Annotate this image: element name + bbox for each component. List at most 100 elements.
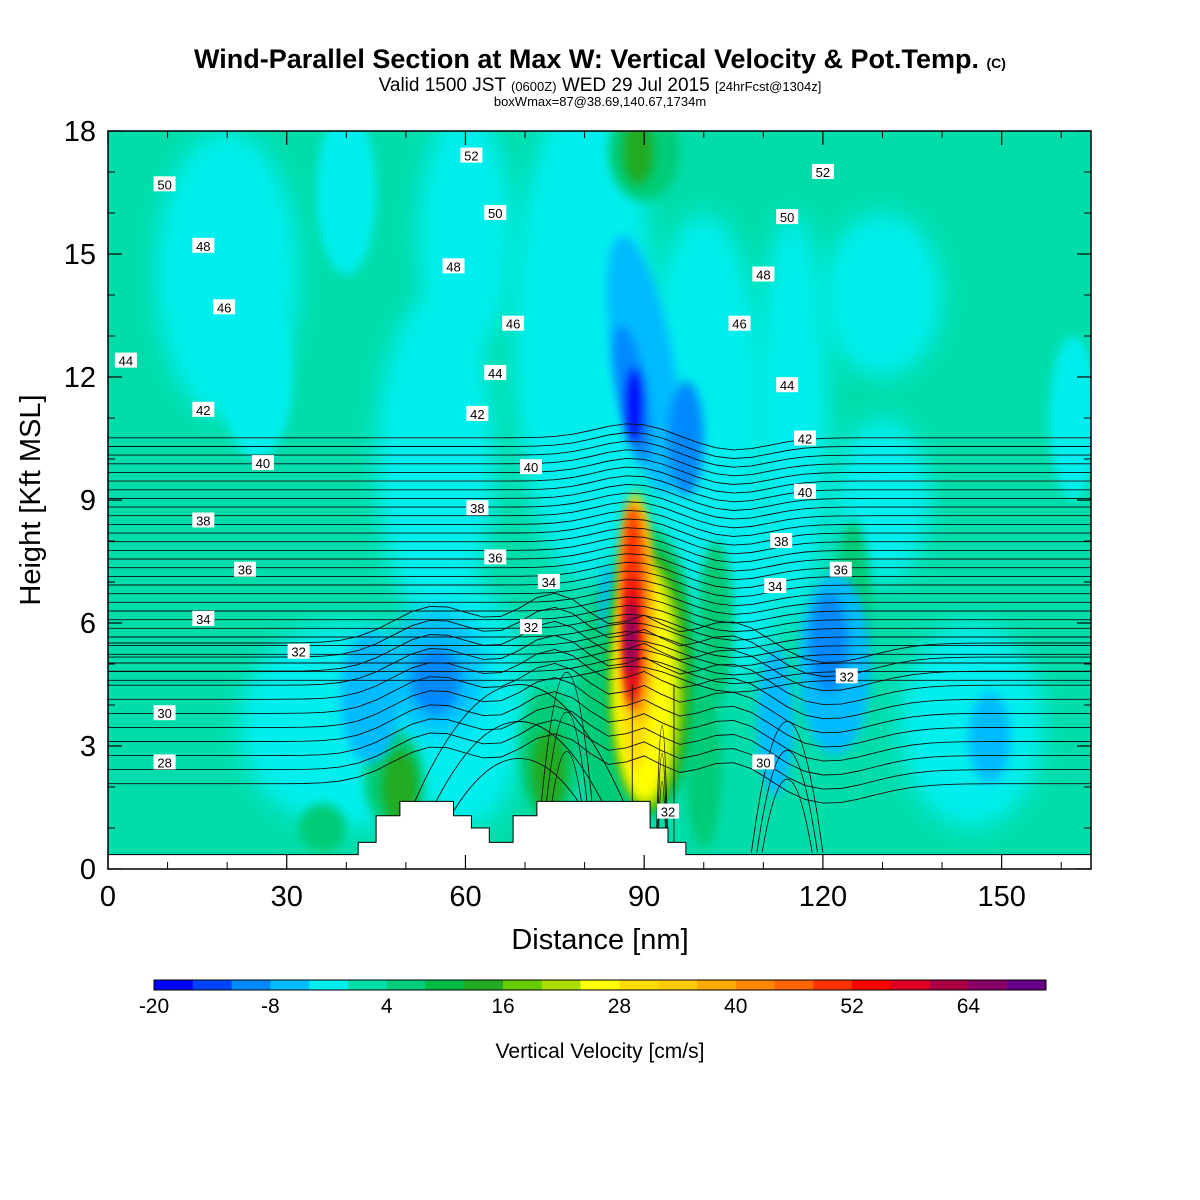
- theta-label-text: 32: [661, 805, 675, 820]
- theta-label-box: [537, 574, 560, 589]
- y-tick-label: 3: [80, 731, 96, 763]
- theta-label-box: [442, 258, 465, 274]
- colorbar-frame: [153, 979, 1047, 991]
- theta-label-text: 32: [291, 645, 305, 660]
- theta-label: 50: [484, 205, 507, 221]
- theta-label-text: 46: [732, 317, 746, 332]
- isentrope-arc: [655, 725, 669, 853]
- isentrope-line: [108, 527, 1091, 555]
- theta-label-text: 32: [524, 620, 538, 635]
- colorbar-swatch: [735, 980, 776, 990]
- theta-label-box: [794, 483, 817, 499]
- isentrope-arc: [657, 780, 667, 853]
- isentrope-line: [108, 705, 1091, 776]
- theta-label: 44: [484, 364, 507, 381]
- isentrope-line: [108, 649, 1091, 720]
- theta-label: 48: [442, 258, 465, 274]
- colorbar-swatch: [774, 980, 814, 990]
- theta-label-box: [502, 315, 525, 331]
- x-tick-label: 90: [628, 881, 660, 913]
- theta-label-text: 38: [774, 534, 788, 549]
- theta-label: 48: [192, 237, 215, 254]
- theta-label-box: [752, 266, 775, 282]
- theta-label: 44: [114, 352, 137, 369]
- isentrope-line: [108, 518, 1091, 546]
- velocity-cell: [809, 594, 848, 693]
- velocity-cell: [685, 684, 722, 849]
- velocity-cell: [221, 295, 293, 459]
- velocity-cell: [340, 631, 400, 763]
- isentrope-line: [108, 620, 1091, 692]
- theta-label-box: [728, 315, 751, 331]
- y-tick-label: 9: [80, 485, 96, 517]
- isentrope-line: [108, 648, 1091, 676]
- velocity-cell: [626, 602, 636, 677]
- theta-label-box: [251, 455, 274, 471]
- isentrope-line: [108, 432, 1091, 459]
- velocity-cell: [316, 131, 377, 275]
- theta-label: 32: [519, 619, 542, 635]
- theta-label-box: [153, 176, 176, 192]
- theta-label-text: 52: [464, 149, 478, 164]
- velocity-cell: [968, 692, 1011, 783]
- theta-label-box: [234, 561, 257, 577]
- y-tick-label: 0: [80, 854, 96, 886]
- theta-label: 32: [287, 643, 310, 660]
- isentrope-line: [108, 587, 1091, 615]
- theta-label-text: 46: [217, 300, 231, 315]
- theta-label-text: 34: [196, 612, 210, 627]
- theta-label-box: [776, 377, 799, 393]
- valid-date-text: WED 29 Jul 2015: [561, 75, 710, 96]
- theta-label-box: [192, 512, 215, 528]
- isentrope-line: [108, 677, 1091, 748]
- isentrope-line: [108, 691, 1091, 762]
- isentrope-line: [108, 466, 1091, 494]
- vertical-velocity-field: [108, 131, 1091, 869]
- theta-label: 40: [519, 459, 542, 475]
- colorbar-swatch: [270, 980, 310, 990]
- y-tick-label: 15: [64, 239, 96, 271]
- theta-label: 46: [502, 315, 525, 332]
- colorbar-swatch: [503, 980, 543, 990]
- theta-label: 30: [153, 705, 176, 721]
- theta-label-text: 44: [488, 366, 502, 381]
- velocity-cell: [757, 213, 829, 623]
- velocity-cell: [530, 729, 567, 812]
- theta-label: 42: [192, 401, 215, 418]
- isentrope-line: [108, 579, 1091, 607]
- isentrope-line: [108, 592, 1091, 663]
- theta-label-text: 50: [780, 210, 794, 225]
- theta-label-text: 46: [506, 317, 520, 332]
- isentrope-line: [108, 561, 1091, 589]
- isentrope-line: [108, 483, 1091, 511]
- colorbar-swatch: [580, 980, 620, 990]
- chart-title-text: Wind-Parallel Section at Max W: Vertical…: [194, 44, 979, 74]
- theta-label: 40: [794, 483, 817, 500]
- colorbar-tick-label: -20: [139, 995, 169, 1018]
- theta-label: 38: [466, 500, 489, 516]
- theta-label: 42: [794, 430, 817, 447]
- colorbar-swatch: [541, 980, 582, 990]
- colorbar-swatch: [696, 980, 737, 990]
- theta-label: 48: [752, 266, 775, 283]
- chart-subtitle: Valid 1500 JST (0600Z) WED 29 Jul 2015 […: [0, 75, 1200, 97]
- theta-label: 34: [764, 578, 787, 594]
- theta-label-box: [657, 803, 680, 819]
- theta-label: 52: [460, 147, 483, 164]
- theta-label-box: [484, 549, 507, 565]
- colorbar-swatch: [619, 980, 659, 990]
- theta-label: 34: [537, 574, 560, 590]
- potential-temperature-contours: [108, 423, 1091, 853]
- theta-label-box: [811, 164, 834, 179]
- isentrope-line: [108, 665, 1091, 693]
- theta-label-box: [519, 459, 542, 475]
- isentrope-line: [108, 605, 1091, 633]
- theta-label-text: 48: [446, 259, 460, 274]
- theta-label: 34: [192, 610, 215, 627]
- velocity-cell: [623, 131, 654, 185]
- y-tick-label: 12: [64, 362, 96, 394]
- x-tick-label: 120: [799, 881, 847, 913]
- theta-label-text: 38: [196, 514, 210, 529]
- x-axis-label: Distance [nm]: [511, 924, 688, 956]
